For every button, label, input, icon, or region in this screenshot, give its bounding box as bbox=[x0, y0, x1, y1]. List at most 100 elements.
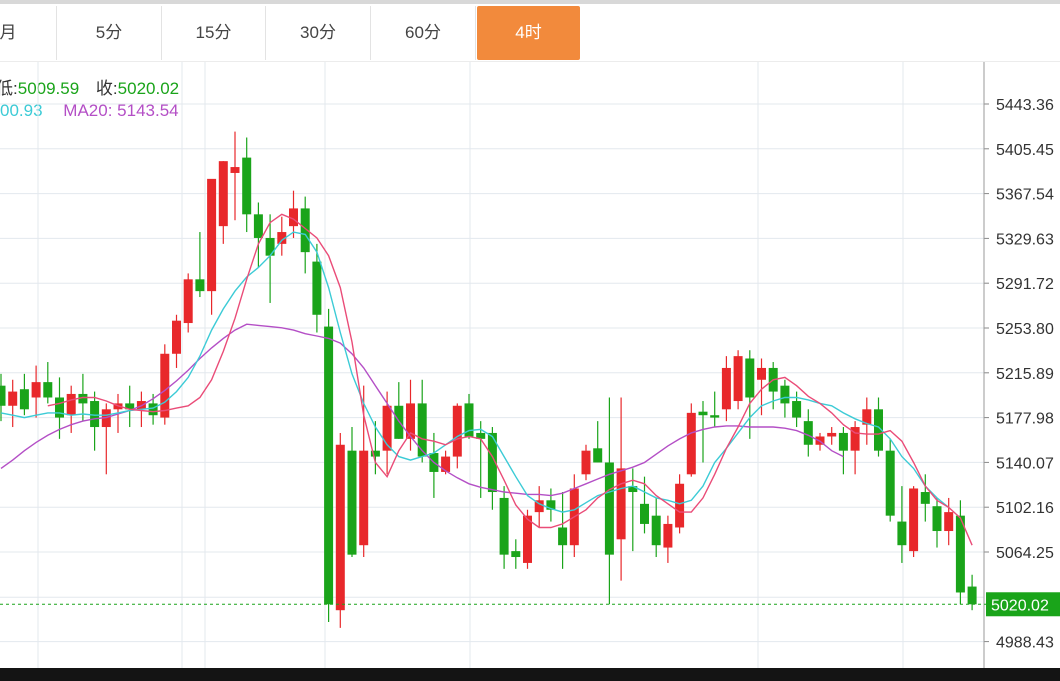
candle-down[interactable] bbox=[43, 382, 53, 398]
candle-down[interactable] bbox=[593, 448, 603, 463]
candle-up[interactable] bbox=[406, 403, 415, 439]
candle-down[interactable] bbox=[300, 208, 310, 253]
candle-down[interactable] bbox=[195, 279, 205, 292]
candle-down[interactable] bbox=[370, 450, 380, 457]
candle-down[interactable] bbox=[394, 405, 404, 439]
tab-30min[interactable]: 30分 bbox=[266, 6, 371, 60]
tab-4hour[interactable]: 4时 bbox=[477, 6, 580, 60]
y-tick-label: 5215.89 bbox=[996, 366, 1054, 383]
candle-down[interactable] bbox=[148, 403, 158, 416]
candle-down[interactable] bbox=[803, 421, 813, 445]
candle-down[interactable] bbox=[745, 358, 755, 398]
ma20-value: 5143.54 bbox=[117, 101, 179, 120]
candle-up[interactable] bbox=[581, 450, 591, 475]
y-tick-label: 5064.25 bbox=[996, 545, 1054, 562]
candle-up[interactable] bbox=[862, 409, 872, 425]
candle-down[interactable] bbox=[125, 403, 135, 410]
candle-down[interactable] bbox=[0, 385, 6, 406]
candle-down[interactable] bbox=[546, 500, 556, 510]
candle-up[interactable] bbox=[733, 356, 743, 402]
candle-down[interactable] bbox=[487, 432, 497, 493]
candle-up[interactable] bbox=[8, 391, 18, 406]
timeframe-tabs: 月 5分 15分 30分 60分 4时 bbox=[0, 0, 1060, 62]
candle-up[interactable] bbox=[359, 450, 369, 546]
candle-down[interactable] bbox=[604, 462, 614, 555]
candle-down[interactable] bbox=[792, 401, 802, 418]
candle-down[interactable] bbox=[242, 157, 252, 215]
ma5-line bbox=[47, 213, 973, 546]
candle-down[interactable] bbox=[324, 326, 334, 605]
ma20-label: MA20: bbox=[63, 101, 113, 120]
candle-down[interactable] bbox=[19, 389, 29, 410]
candle-up[interactable] bbox=[277, 232, 287, 244]
candle-up[interactable] bbox=[441, 456, 451, 472]
candle-up[interactable] bbox=[452, 405, 462, 457]
candle-up[interactable] bbox=[944, 512, 954, 532]
candle-down[interactable] bbox=[920, 492, 930, 504]
candle-down[interactable] bbox=[897, 521, 907, 546]
candle-down[interactable] bbox=[932, 506, 942, 532]
tab-month[interactable]: 月 bbox=[0, 6, 57, 60]
candle-down[interactable] bbox=[640, 503, 649, 524]
ma-legend: 00.93 MA20: 5143.54 bbox=[0, 101, 179, 121]
candle-down[interactable] bbox=[710, 415, 720, 418]
candle-down[interactable] bbox=[476, 432, 486, 439]
bottom-bar bbox=[0, 668, 1060, 681]
ma10-value: 00.93 bbox=[0, 101, 43, 120]
close-label: 收: bbox=[95, 79, 118, 98]
candle-up[interactable] bbox=[172, 320, 181, 354]
candle-down[interactable] bbox=[628, 486, 638, 493]
candle-up[interactable] bbox=[230, 167, 240, 173]
candle-down[interactable] bbox=[967, 586, 977, 605]
candle-up[interactable] bbox=[335, 444, 345, 611]
candle-down[interactable] bbox=[253, 214, 263, 238]
candle-down[interactable] bbox=[651, 515, 661, 546]
y-tick-label: 5140.07 bbox=[996, 455, 1054, 472]
candle-down[interactable] bbox=[312, 261, 322, 315]
y-tick-label: 5443.36 bbox=[996, 97, 1054, 114]
candle-down[interactable] bbox=[511, 551, 521, 558]
candle-down[interactable] bbox=[780, 385, 790, 404]
candle-up[interactable] bbox=[289, 208, 298, 227]
candle-down[interactable] bbox=[464, 403, 474, 437]
candle-up[interactable] bbox=[616, 468, 626, 540]
candle-up[interactable] bbox=[757, 367, 766, 380]
candle-up[interactable] bbox=[31, 382, 41, 398]
tab-5min[interactable]: 5分 bbox=[57, 6, 162, 60]
candle-up[interactable] bbox=[207, 178, 217, 292]
candle-down[interactable] bbox=[78, 393, 88, 404]
tab-15min[interactable]: 15分 bbox=[162, 6, 266, 60]
candle-up[interactable] bbox=[382, 405, 392, 451]
candle-up[interactable] bbox=[218, 161, 228, 227]
candle-down[interactable] bbox=[558, 527, 568, 546]
tab-60min[interactable]: 60分 bbox=[371, 6, 476, 60]
candle-up[interactable] bbox=[66, 393, 76, 416]
candle-up[interactable] bbox=[523, 515, 532, 563]
candle-down[interactable] bbox=[347, 450, 357, 555]
current-price-label: 5020.02 bbox=[991, 597, 1049, 614]
candle-down[interactable] bbox=[499, 497, 509, 555]
candle-up[interactable] bbox=[160, 353, 170, 418]
low-label: 低: bbox=[0, 79, 18, 98]
candle-down[interactable] bbox=[698, 411, 708, 416]
candle-down[interactable] bbox=[55, 397, 64, 418]
candle-up[interactable] bbox=[534, 500, 544, 513]
candle-down[interactable] bbox=[90, 401, 100, 428]
candle-down[interactable] bbox=[838, 432, 848, 451]
candle-up[interactable] bbox=[827, 432, 837, 437]
candle-down[interactable] bbox=[265, 237, 275, 256]
candle-up[interactable] bbox=[721, 367, 731, 410]
candle-up[interactable] bbox=[909, 488, 919, 552]
ma10-line bbox=[0, 231, 950, 513]
y-tick-label: 5291.72 bbox=[996, 276, 1054, 293]
candle-up[interactable] bbox=[675, 483, 685, 528]
candle-down[interactable] bbox=[874, 409, 883, 451]
candle-down[interactable] bbox=[417, 403, 427, 457]
candle-up[interactable] bbox=[663, 523, 673, 548]
candle-up[interactable] bbox=[686, 412, 696, 475]
candle-up[interactable] bbox=[183, 279, 193, 324]
candle-down[interactable] bbox=[955, 515, 965, 593]
candle-down[interactable] bbox=[885, 450, 895, 516]
candle-up[interactable] bbox=[850, 427, 860, 451]
